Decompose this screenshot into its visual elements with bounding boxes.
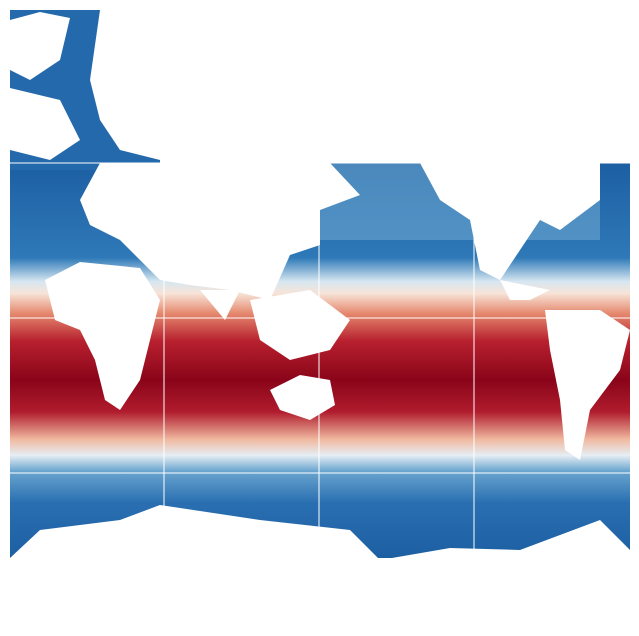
landmass-south-america xyxy=(545,310,630,460)
landmass-southeast-asia xyxy=(250,290,350,360)
landmass-africa xyxy=(45,262,160,410)
graticule xyxy=(10,162,630,558)
landmass-eurasia xyxy=(80,163,360,300)
landmass-north-america-east xyxy=(10,88,80,160)
land xyxy=(10,10,630,636)
landmass-central-america xyxy=(500,280,550,300)
landmass-india xyxy=(200,290,240,320)
landmass-north-america-west xyxy=(420,163,600,280)
landmass-antarctica xyxy=(10,505,630,636)
landmass-greenland xyxy=(10,12,70,80)
landmass-europe xyxy=(90,10,160,160)
